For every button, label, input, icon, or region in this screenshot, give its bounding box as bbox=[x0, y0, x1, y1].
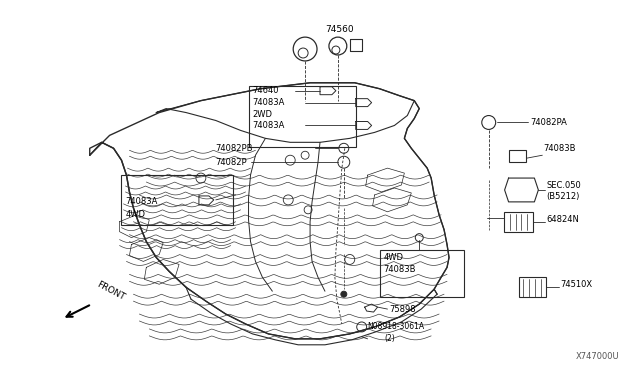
Text: 64824N: 64824N bbox=[547, 215, 579, 224]
Bar bbox=[518, 277, 547, 297]
Text: (B5212): (B5212) bbox=[547, 192, 580, 201]
Text: (2): (2) bbox=[385, 334, 396, 343]
Text: SEC.050: SEC.050 bbox=[547, 180, 581, 189]
Circle shape bbox=[341, 291, 347, 297]
Text: 4WD: 4WD bbox=[125, 210, 145, 219]
Text: 74083B: 74083B bbox=[543, 144, 576, 153]
Text: FRONT: FRONT bbox=[95, 280, 126, 302]
Text: 74082P: 74082P bbox=[216, 158, 248, 167]
Bar bbox=[504, 212, 533, 232]
Text: N08918-3061A: N08918-3061A bbox=[367, 323, 425, 331]
Text: 74082PA: 74082PA bbox=[531, 118, 567, 127]
Text: 74510X: 74510X bbox=[560, 280, 592, 289]
Text: 2WD: 2WD bbox=[253, 110, 273, 119]
Bar bbox=[122, 175, 233, 225]
Text: 74640: 74640 bbox=[253, 86, 279, 95]
Bar bbox=[509, 150, 527, 162]
Text: 74083B: 74083B bbox=[383, 265, 416, 274]
Text: 74082PB: 74082PB bbox=[216, 144, 253, 153]
Text: 74083A: 74083A bbox=[125, 198, 158, 206]
Text: X747000U: X747000U bbox=[576, 352, 620, 361]
Text: 74083A: 74083A bbox=[253, 121, 285, 130]
Bar bbox=[380, 250, 464, 297]
Text: 4WD: 4WD bbox=[383, 253, 404, 262]
Text: 74083A: 74083A bbox=[253, 98, 285, 107]
Text: 75898: 75898 bbox=[390, 305, 416, 314]
Bar bbox=[248, 86, 356, 147]
Text: 74560: 74560 bbox=[326, 25, 354, 34]
